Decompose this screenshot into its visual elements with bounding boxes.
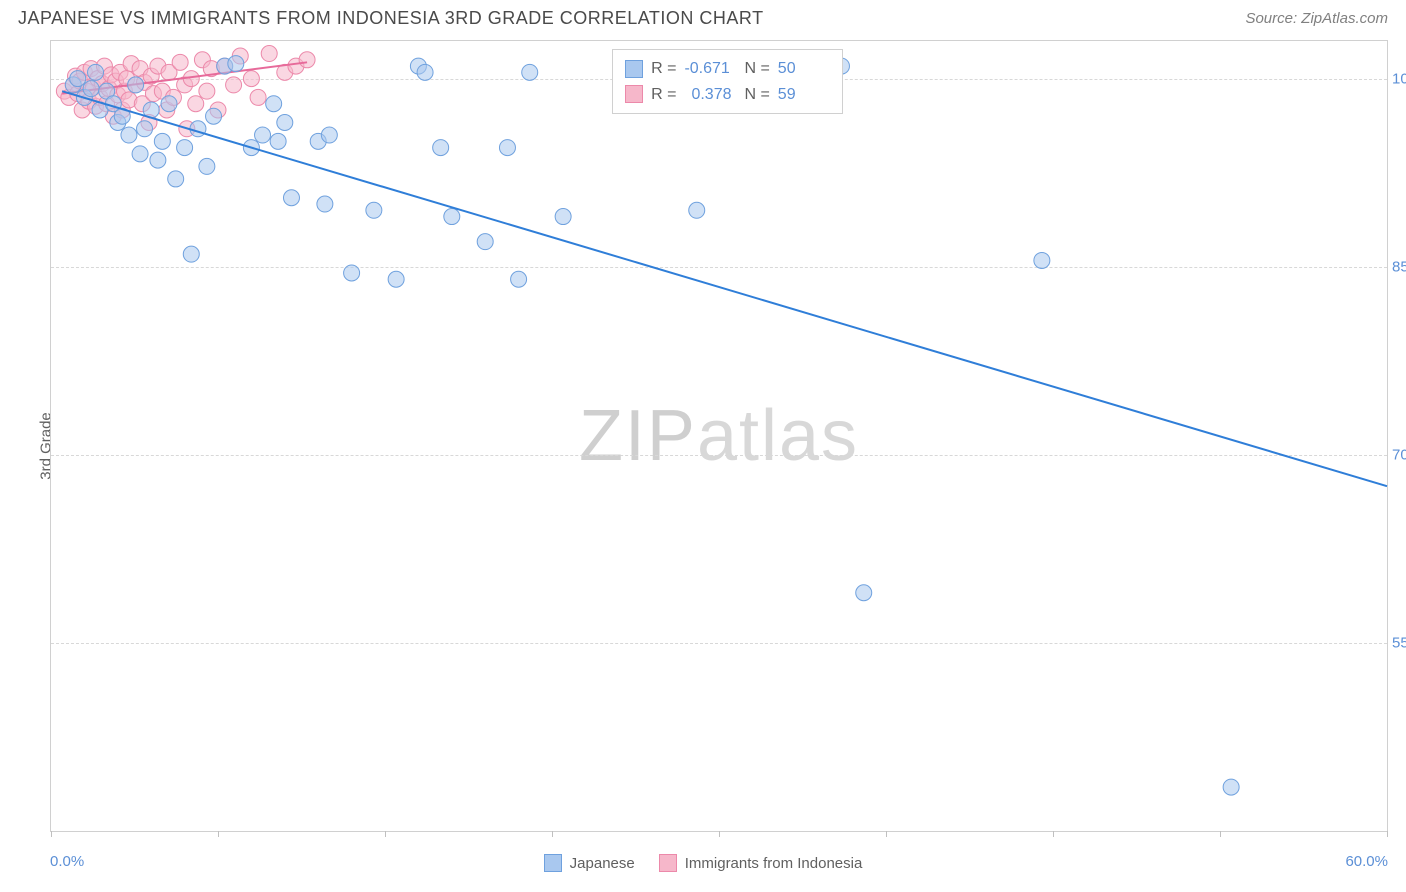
data-point bbox=[266, 96, 282, 112]
data-point bbox=[121, 127, 137, 143]
legend-label-pink: Immigrants from Indonesia bbox=[685, 855, 863, 872]
data-point bbox=[261, 46, 277, 62]
x-tick bbox=[218, 831, 219, 837]
data-point bbox=[388, 271, 404, 287]
x-tick bbox=[1053, 831, 1054, 837]
y-tick-label: 55.0% bbox=[1392, 634, 1406, 651]
x-tick bbox=[51, 831, 52, 837]
data-point bbox=[83, 81, 99, 97]
chart-area: ZIPatlas 55.0%70.0%85.0%100.0% R = -0.67… bbox=[50, 40, 1388, 832]
data-point bbox=[243, 71, 259, 87]
data-point bbox=[499, 140, 515, 156]
data-point bbox=[433, 140, 449, 156]
y-tick-label: 85.0% bbox=[1392, 258, 1406, 275]
data-point bbox=[511, 271, 527, 287]
data-point bbox=[206, 108, 222, 124]
data-point bbox=[137, 121, 153, 137]
data-point bbox=[128, 77, 144, 93]
stats-row-pink: R = 0.378 N = 59 bbox=[625, 82, 830, 108]
data-point bbox=[199, 158, 215, 174]
data-point bbox=[226, 77, 242, 93]
scatter-plot bbox=[51, 41, 1387, 831]
y-tick-label: 100.0% bbox=[1392, 70, 1406, 87]
data-point bbox=[199, 83, 215, 99]
data-point bbox=[344, 265, 360, 281]
y-tick-label: 70.0% bbox=[1392, 446, 1406, 463]
data-point bbox=[183, 246, 199, 262]
data-point bbox=[299, 52, 315, 68]
stats-box: R = -0.671 N = 50 R = 0.378 N = 59 bbox=[612, 49, 843, 114]
swatch-pink bbox=[625, 85, 643, 103]
data-point bbox=[317, 196, 333, 212]
data-point bbox=[188, 96, 204, 112]
data-point bbox=[522, 64, 538, 80]
data-point bbox=[168, 171, 184, 187]
regression-line bbox=[62, 91, 1387, 486]
legend-item-blue: Japanese bbox=[544, 854, 635, 872]
data-point bbox=[172, 54, 188, 70]
data-point bbox=[154, 133, 170, 149]
data-point bbox=[177, 140, 193, 156]
data-point bbox=[283, 190, 299, 206]
data-point bbox=[555, 209, 571, 225]
x-tick bbox=[552, 831, 553, 837]
chart-title: JAPANESE VS IMMIGRANTS FROM INDONESIA 3R… bbox=[18, 8, 764, 29]
data-point bbox=[417, 64, 433, 80]
data-point bbox=[1223, 779, 1239, 795]
swatch-pink bbox=[659, 854, 677, 872]
data-point bbox=[270, 133, 286, 149]
data-point bbox=[88, 64, 104, 80]
chart-source: Source: ZipAtlas.com bbox=[1245, 10, 1388, 27]
bottom-legend: Japanese Immigrants from Indonesia bbox=[0, 854, 1406, 872]
data-point bbox=[366, 202, 382, 218]
stats-row-blue: R = -0.671 N = 50 bbox=[625, 56, 830, 82]
swatch-blue bbox=[544, 854, 562, 872]
legend-item-pink: Immigrants from Indonesia bbox=[659, 854, 863, 872]
data-point bbox=[321, 127, 337, 143]
data-point bbox=[161, 96, 177, 112]
data-point bbox=[70, 71, 86, 87]
data-point bbox=[132, 146, 148, 162]
data-point bbox=[250, 89, 266, 105]
x-tick bbox=[886, 831, 887, 837]
data-point bbox=[444, 209, 460, 225]
data-point bbox=[477, 234, 493, 250]
data-point bbox=[228, 56, 244, 72]
x-tick bbox=[385, 831, 386, 837]
data-point bbox=[255, 127, 271, 143]
data-point bbox=[856, 585, 872, 601]
data-point bbox=[689, 202, 705, 218]
data-point bbox=[277, 115, 293, 131]
data-point bbox=[1034, 252, 1050, 268]
x-tick bbox=[1387, 831, 1388, 837]
data-point bbox=[150, 152, 166, 168]
data-point bbox=[190, 121, 206, 137]
x-tick bbox=[719, 831, 720, 837]
x-tick bbox=[1220, 831, 1221, 837]
swatch-blue bbox=[625, 60, 643, 78]
legend-label-blue: Japanese bbox=[570, 855, 635, 872]
